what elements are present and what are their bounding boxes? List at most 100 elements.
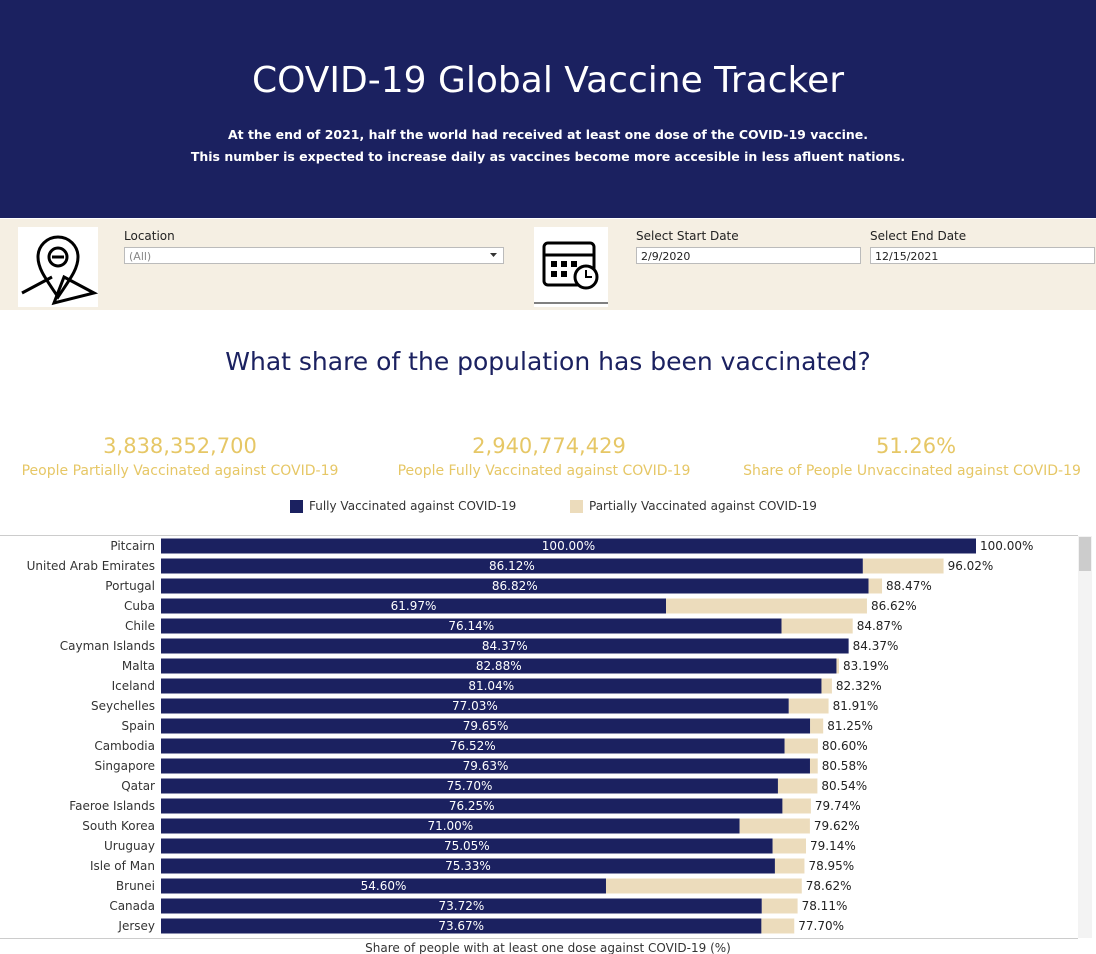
bar-segment — [836, 658, 839, 674]
total-label: 100.00% — [980, 539, 1033, 553]
bar-label: 79.63% — [463, 759, 509, 773]
bar-label: 76.25% — [449, 799, 495, 813]
bar-segment — [666, 598, 867, 614]
total-label: 78.11% — [802, 899, 848, 913]
y-tick-label: Cambodia — [94, 739, 155, 753]
start-date-input[interactable]: 2/9/2020 — [636, 247, 861, 264]
bar-segment — [774, 858, 805, 874]
bar-segment — [868, 578, 883, 594]
bar-segment — [161, 838, 773, 854]
bar-segment — [788, 698, 829, 714]
bar-label: 77.03% — [452, 699, 498, 713]
section-title: What share of the population has been va… — [225, 347, 871, 376]
total-label: 81.91% — [833, 699, 879, 713]
total-label: 78.95% — [808, 859, 854, 873]
y-tick-label: Spain — [121, 719, 155, 733]
total-label: 78.62% — [806, 879, 852, 893]
kpi-label: People Partially Vaccinated against COVI… — [21, 463, 339, 479]
calendar-icon — [534, 227, 608, 307]
kpi-value: 51.26% — [875, 434, 957, 458]
bar-segment — [161, 898, 762, 914]
total-label: 82.32% — [836, 679, 882, 693]
y-tick-label: Portugal — [105, 579, 155, 593]
y-tick-label: Brunei — [116, 879, 155, 893]
bar-segment — [161, 698, 789, 714]
dropdown-arrow — [490, 253, 497, 257]
bar-label: 81.04% — [468, 679, 514, 693]
total-label: 77.70% — [798, 919, 844, 933]
kpi-value: 3,838,352,700 — [103, 434, 257, 458]
bar-segment — [161, 918, 762, 934]
bar-segment — [161, 818, 740, 834]
legend-swatch — [290, 500, 303, 513]
total-label: 79.62% — [814, 819, 860, 833]
bar-label: 86.82% — [492, 579, 538, 593]
bar-label: 73.67% — [438, 919, 484, 933]
bar-label: 84.37% — [482, 639, 528, 653]
total-label: 96.02% — [948, 559, 994, 573]
bar-segment — [777, 778, 818, 794]
legend-label: Fully Vaccinated against COVID-19 — [309, 499, 517, 513]
subtitle: At the end of 2021, half the world had r… — [227, 127, 869, 142]
bar-segment — [161, 878, 606, 894]
y-tick-label: Malta — [122, 659, 155, 673]
bar-segment — [784, 738, 818, 754]
y-tick-label: Iceland — [112, 679, 155, 693]
bar-segment — [161, 638, 849, 654]
bar-segment — [862, 558, 944, 574]
y-tick-label: United Arab Emirates — [27, 559, 155, 573]
bar-label: 76.14% — [448, 619, 494, 633]
bar-label: 82.88% — [476, 659, 522, 673]
bar-label: 75.05% — [444, 839, 490, 853]
bar-segment — [821, 678, 832, 694]
total-label: 79.74% — [815, 799, 861, 813]
kpi-label: People Fully Vaccinated against COVID-19 — [397, 463, 691, 479]
legend-swatch — [570, 500, 583, 513]
bar-label: 76.52% — [450, 739, 496, 753]
bar-segment — [809, 758, 818, 774]
bar-label: 75.33% — [445, 859, 491, 873]
total-label: 86.62% — [871, 599, 917, 613]
y-tick-label: Chile — [125, 619, 155, 633]
scrollbar[interactable] — [1078, 536, 1092, 938]
bar-segment — [161, 718, 811, 734]
bar-segment — [161, 738, 785, 754]
bar-segment — [161, 558, 863, 574]
bar-label: 54.60% — [361, 879, 407, 893]
bar-segment — [161, 858, 775, 874]
total-label: 79.14% — [810, 839, 856, 853]
bar-segment — [781, 618, 853, 634]
x-axis-title: Share of people with at least one dose a… — [365, 941, 731, 954]
bar-label: 61.97% — [391, 599, 437, 613]
y-tick-label: Pitcairn — [110, 539, 155, 553]
bar-segment — [161, 618, 782, 634]
bar-label: 71.00% — [427, 819, 473, 833]
bar-label: 79.65% — [463, 719, 509, 733]
end-date-input[interactable]: 12/15/2021 — [870, 247, 1095, 264]
bar-segment — [161, 778, 778, 794]
y-tick-label: Jersey — [117, 919, 155, 933]
header: COVID-19 Global Vaccine Tracker At the e… — [0, 0, 1096, 218]
location-dropdown[interactable]: (All) — [124, 247, 504, 264]
bar-segment — [161, 658, 837, 674]
y-tick-label: Uruguay — [104, 839, 155, 853]
y-tick-label: Seychelles — [91, 699, 155, 713]
total-label: 88.47% — [886, 579, 932, 593]
bar-segment — [761, 918, 795, 934]
bar-segment — [161, 538, 976, 554]
bar-segment — [810, 718, 824, 734]
bar-label: 73.72% — [439, 899, 485, 913]
y-tick-label: Isle of Man — [90, 859, 155, 873]
filter-label: Location — [124, 229, 175, 243]
y-tick-label: Canada — [109, 899, 155, 913]
bar-segment — [761, 898, 798, 914]
bar-segment — [605, 878, 802, 894]
bar-segment — [161, 578, 869, 594]
bar-label: 75.70% — [447, 779, 493, 793]
title: COVID-19 Global Vaccine Tracker — [251, 60, 845, 101]
y-tick-label: South Korea — [82, 819, 155, 833]
y-tick-label: Cuba — [124, 599, 155, 613]
bar-segment — [161, 758, 810, 774]
scrollbar-thumb[interactable] — [1079, 537, 1091, 571]
